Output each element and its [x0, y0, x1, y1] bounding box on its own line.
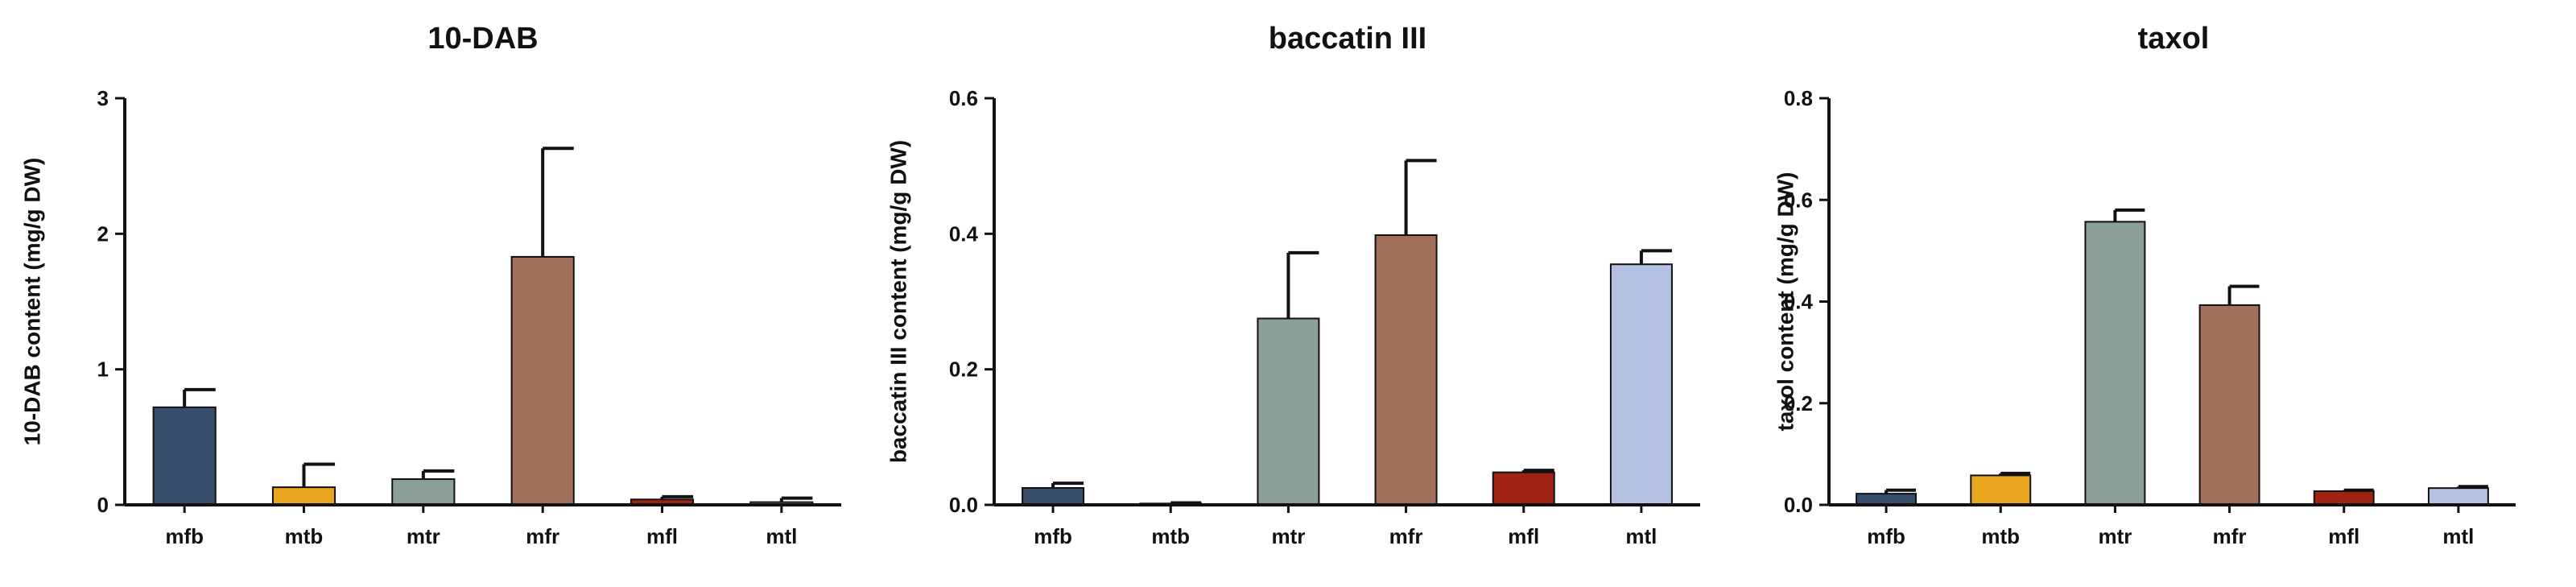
x-tick-label: mtb — [1981, 524, 2020, 548]
chart-title: 10-DAB — [427, 22, 538, 56]
x-tick-label: mfb — [1034, 524, 1072, 548]
bar-marks — [152, 147, 814, 506]
bar-mtl — [1609, 263, 1673, 506]
bar-mfb — [1022, 486, 1085, 506]
x-tick-label: mfb — [1867, 524, 1905, 548]
bar-mtb — [271, 486, 336, 506]
bar-mtr — [1257, 317, 1320, 506]
x-tick-label: mtl — [766, 524, 797, 548]
y-tick-label: 0.4 — [1784, 290, 1814, 314]
x-tick-label: mtr — [2098, 524, 2132, 548]
x-tick-label: mtr — [1271, 524, 1305, 548]
axes: mfb mtb mtr mfr mfl mtl 0.0 0.2 0.4 0.6 — [949, 86, 1700, 548]
bar-mfb — [1856, 493, 1918, 506]
x-tick-label: mtl — [1625, 524, 1657, 548]
y-tick-label: 0.0 — [949, 493, 978, 517]
y-tick-label: 0.6 — [1784, 188, 1813, 212]
y-tick-label: 0.2 — [949, 358, 978, 382]
bar-mfr — [1374, 234, 1438, 506]
chart-title: taxol — [2138, 22, 2210, 56]
x-tick-label: mfr — [2213, 524, 2247, 548]
bar-marks — [1022, 159, 1673, 506]
chart-title: baccatin III — [1269, 22, 1426, 56]
bar-mfb — [152, 406, 217, 506]
bar-mfl — [1492, 471, 1555, 506]
y-tick-label: 0.6 — [949, 86, 978, 110]
y-tick-label: 3 — [97, 86, 109, 110]
y-tick-label: 1 — [97, 358, 109, 382]
chart-panel-10-dab: 10-DAB 10-DAB content (mg/g DW) mfb mtb mt… — [19, 22, 841, 548]
x-tick-label: mfl — [1508, 524, 1539, 548]
x-tick-label: mfr — [1389, 524, 1423, 548]
y-axis-label: baccatin III content (mg/g DW) — [886, 140, 910, 463]
y-tick-label: 2 — [97, 221, 109, 246]
bar-mtr — [2084, 221, 2146, 506]
x-tick-label: mtl — [2442, 524, 2474, 548]
x-tick-label: mtb — [1151, 524, 1190, 548]
bar-mfl — [2313, 490, 2375, 506]
y-axis-label: taxol content (mg/g DW) — [1773, 172, 1798, 432]
bar-marks — [1856, 208, 2489, 506]
y-tick-label: 0 — [97, 493, 109, 517]
axes: mfb mtb mtr mfr mfl mtl 0.0 0.2 0.4 0.6 0.8 — [1784, 86, 2516, 548]
y-tick-label: 0.8 — [1784, 86, 1813, 110]
chart-panel-baccatin-iii: baccatin III baccatin III content (mg/g … — [886, 22, 1700, 548]
y-tick-label: 0.4 — [949, 221, 979, 246]
bar-mtl — [2427, 487, 2489, 506]
bar-mtr — [391, 478, 456, 506]
bar-mfr — [510, 255, 575, 506]
axes: mfb mtb mtr mfr mfl mtl 0 1 2 3 — [97, 86, 841, 548]
x-tick-label: mtr — [407, 524, 440, 548]
bar-mtb — [1970, 474, 2032, 506]
x-tick-label: mfb — [165, 524, 204, 548]
x-tick-label: mfl — [646, 524, 678, 548]
y-axis-label: 10-DAB content (mg/g DW) — [19, 158, 44, 446]
chart-panel-taxol: taxol taxol content (mg/g DW) mfb mtb mtr m… — [1773, 22, 2516, 548]
x-tick-label: mtb — [285, 524, 324, 548]
y-tick-label: 0.2 — [1784, 391, 1813, 415]
x-tick-label: mfr — [526, 524, 559, 548]
bar-mfr — [2198, 304, 2260, 506]
x-tick-label: mfl — [2328, 524, 2359, 548]
y-tick-label: 0.0 — [1784, 493, 1813, 517]
